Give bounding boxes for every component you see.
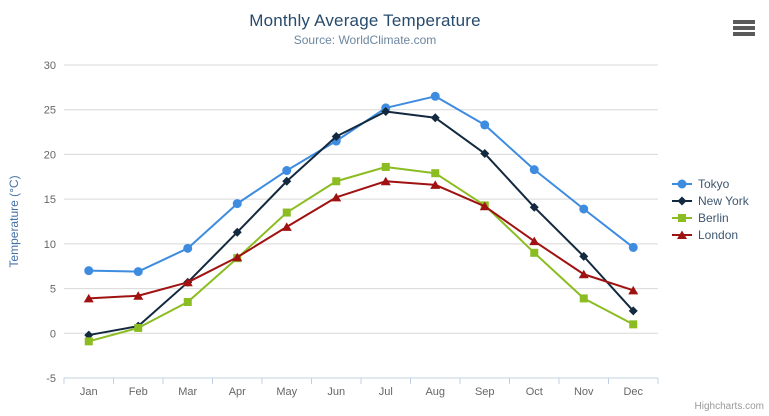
legend-item-new-york[interactable]: New York	[671, 193, 749, 208]
x-tick-label: Jul	[379, 386, 393, 398]
legend: Tokyo New York Berlin London	[671, 176, 749, 242]
x-tick-label: Oct	[526, 386, 543, 398]
y-tick-label: 10	[44, 239, 56, 251]
y-tick-label: 20	[44, 149, 56, 161]
x-axis-labels: Jan Feb Mar Apr May Jun Jul Aug Sep Oct Nov Dec	[80, 386, 644, 398]
y-tick-label: 25	[44, 105, 56, 117]
london-legend-marker-icon	[672, 230, 692, 239]
legend-item-berlin[interactable]: Berlin	[671, 210, 749, 225]
context-menu-button[interactable]	[731, 18, 757, 40]
tokyo-legend-marker-icon	[672, 179, 692, 188]
y-tick-label: -5	[46, 373, 56, 385]
series-tokyo[interactable]	[84, 91, 638, 277]
legend-item-london[interactable]: London	[671, 227, 749, 242]
x-tick-label: Aug	[425, 386, 445, 398]
series-london[interactable]	[83, 176, 639, 303]
x-tick-label: Mar	[178, 386, 197, 398]
y-axis-title: Temperature (°C)	[7, 175, 21, 267]
berlin-legend-marker-icon	[672, 213, 692, 222]
y-tick-label: 5	[50, 284, 56, 296]
x-tick-label: Feb	[129, 386, 148, 398]
legend-label: Tokyo	[698, 176, 730, 191]
new-york-legend-marker-icon	[672, 196, 692, 205]
legend-label: Berlin	[698, 210, 729, 225]
x-tick-label: Dec	[623, 386, 643, 398]
y-tick-label: 15	[44, 194, 56, 206]
x-tick-label: Jan	[80, 386, 98, 398]
x-tick-label: May	[276, 386, 297, 398]
x-axis	[63, 377, 659, 384]
legend-label: London	[698, 227, 739, 242]
y-tick-label: 0	[50, 328, 56, 340]
chart-title: Monthly Average Temperature	[249, 11, 481, 30]
hamburger-icon	[733, 20, 755, 36]
chart-subtitle: Source: WorldClimate.com	[293, 33, 437, 47]
series-new-york[interactable]	[84, 107, 638, 340]
x-tick-label: Sep	[475, 386, 495, 398]
legend-label: New York	[698, 193, 749, 208]
credits-link[interactable]: Highcharts.com	[694, 401, 764, 412]
x-tick-label: Apr	[229, 386, 246, 398]
y-tick-label: 30	[44, 60, 56, 72]
y-axis-labels: -5 0 5 10 15 20 25 30	[44, 60, 56, 385]
legend-item-tokyo[interactable]: Tokyo	[671, 176, 749, 191]
x-tick-label: Nov	[574, 386, 594, 398]
y-gridlines	[64, 64, 658, 379]
x-tick-label: Jun	[327, 386, 345, 398]
